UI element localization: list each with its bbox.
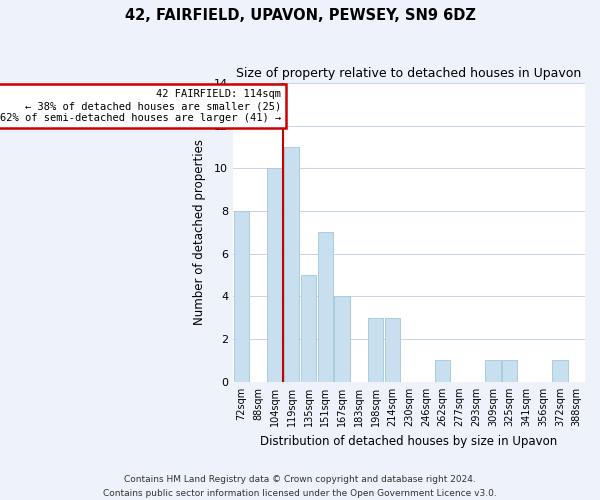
Y-axis label: Number of detached properties: Number of detached properties — [193, 140, 206, 326]
Bar — [317, 232, 333, 382]
Text: 42, FAIRFIELD, UPAVON, PEWSEY, SN9 6DZ: 42, FAIRFIELD, UPAVON, PEWSEY, SN9 6DZ — [125, 8, 475, 22]
Bar — [552, 360, 568, 382]
Text: 42 FAIRFIELD: 114sqm
← 38% of detached houses are smaller (25)
62% of semi-detac: 42 FAIRFIELD: 114sqm ← 38% of detached h… — [0, 90, 281, 122]
Text: Contains HM Land Registry data © Crown copyright and database right 2024.
Contai: Contains HM Land Registry data © Crown c… — [103, 476, 497, 498]
Bar — [485, 360, 500, 382]
X-axis label: Distribution of detached houses by size in Upavon: Distribution of detached houses by size … — [260, 434, 557, 448]
Bar — [234, 211, 249, 382]
Title: Size of property relative to detached houses in Upavon: Size of property relative to detached ho… — [236, 68, 581, 80]
Bar — [284, 147, 299, 382]
Bar — [368, 318, 383, 382]
Bar — [268, 168, 283, 382]
Bar — [435, 360, 450, 382]
Bar — [301, 275, 316, 382]
Bar — [385, 318, 400, 382]
Bar — [502, 360, 517, 382]
Bar — [334, 296, 350, 382]
